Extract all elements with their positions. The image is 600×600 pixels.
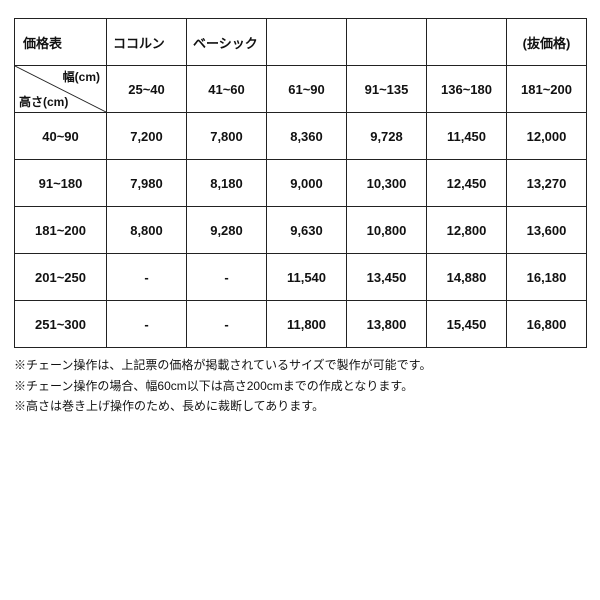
price-cell: 12,800 bbox=[427, 207, 507, 254]
table-row: 201~250 - - 11,540 13,450 14,880 16,180 bbox=[15, 254, 587, 301]
width-col: 25~40 bbox=[107, 66, 187, 113]
price-cell: 11,800 bbox=[267, 301, 347, 348]
width-col: 136~180 bbox=[427, 66, 507, 113]
price-cell: 10,800 bbox=[347, 207, 427, 254]
height-label: 201~250 bbox=[15, 254, 107, 301]
note-line: ※チェーン操作の場合、幅60cm以下は高さ200cmまでの作成となります。 bbox=[14, 377, 586, 396]
price-type: (抜価格) bbox=[507, 19, 587, 66]
price-cell: 13,600 bbox=[507, 207, 587, 254]
price-cell: - bbox=[107, 254, 187, 301]
width-col: 181~200 bbox=[507, 66, 587, 113]
price-cell: 11,540 bbox=[267, 254, 347, 301]
empty-header bbox=[427, 19, 507, 66]
price-cell: 13,800 bbox=[347, 301, 427, 348]
table-row: 40~90 7,200 7,800 8,360 9,728 11,450 12,… bbox=[15, 113, 587, 160]
empty-header bbox=[347, 19, 427, 66]
brand-basic: ベーシック bbox=[187, 19, 267, 66]
table-row: 251~300 - - 11,800 13,800 15,450 16,800 bbox=[15, 301, 587, 348]
price-cell: 12,000 bbox=[507, 113, 587, 160]
price-cell: 13,450 bbox=[347, 254, 427, 301]
price-cell: 9,000 bbox=[267, 160, 347, 207]
price-cell: 9,728 bbox=[347, 113, 427, 160]
price-cell: 9,630 bbox=[267, 207, 347, 254]
axis-cell: 幅(cm) 高さ(cm) bbox=[15, 66, 107, 113]
height-axis-label: 高さ(cm) bbox=[19, 93, 68, 110]
price-cell: 12,450 bbox=[427, 160, 507, 207]
brand-kokorun: ココルン bbox=[107, 19, 187, 66]
height-label: 91~180 bbox=[15, 160, 107, 207]
price-cell: 16,180 bbox=[507, 254, 587, 301]
height-label: 181~200 bbox=[15, 207, 107, 254]
width-col: 91~135 bbox=[347, 66, 427, 113]
price-cell: 8,180 bbox=[187, 160, 267, 207]
price-cell: 11,450 bbox=[427, 113, 507, 160]
price-cell: 14,880 bbox=[427, 254, 507, 301]
table-row: 91~180 7,980 8,180 9,000 10,300 12,450 1… bbox=[15, 160, 587, 207]
note-line: ※高さは巻き上げ操作のため、長めに裁断してあります。 bbox=[14, 397, 586, 416]
empty-header bbox=[267, 19, 347, 66]
table-header-row: 価格表 ココルン ベーシック (抜価格) bbox=[15, 19, 587, 66]
width-header-row: 幅(cm) 高さ(cm) 25~40 41~60 61~90 91~135 13… bbox=[15, 66, 587, 113]
width-axis-label: 幅(cm) bbox=[63, 68, 100, 85]
height-label: 40~90 bbox=[15, 113, 107, 160]
price-cell: 16,800 bbox=[507, 301, 587, 348]
price-table: 価格表 ココルン ベーシック (抜価格) 幅(cm) 高さ(cm) 25~40 … bbox=[14, 18, 587, 348]
table-row: 181~200 8,800 9,280 9,630 10,800 12,800 … bbox=[15, 207, 587, 254]
price-cell: 8,800 bbox=[107, 207, 187, 254]
width-col: 61~90 bbox=[267, 66, 347, 113]
price-cell: - bbox=[187, 254, 267, 301]
table-title: 価格表 bbox=[15, 19, 107, 66]
price-cell: - bbox=[187, 301, 267, 348]
price-cell: 15,450 bbox=[427, 301, 507, 348]
note-line: ※チェーン操作は、上記票の価格が掲載されているサイズで製作が可能です。 bbox=[14, 356, 586, 375]
price-cell: 9,280 bbox=[187, 207, 267, 254]
price-cell: 7,980 bbox=[107, 160, 187, 207]
price-cell: - bbox=[107, 301, 187, 348]
width-col: 41~60 bbox=[187, 66, 267, 113]
price-cell: 13,270 bbox=[507, 160, 587, 207]
price-cell: 10,300 bbox=[347, 160, 427, 207]
price-cell: 7,800 bbox=[187, 113, 267, 160]
price-cell: 8,360 bbox=[267, 113, 347, 160]
price-cell: 7,200 bbox=[107, 113, 187, 160]
notes-block: ※チェーン操作は、上記票の価格が掲載されているサイズで製作が可能です。 ※チェー… bbox=[14, 356, 586, 416]
height-label: 251~300 bbox=[15, 301, 107, 348]
